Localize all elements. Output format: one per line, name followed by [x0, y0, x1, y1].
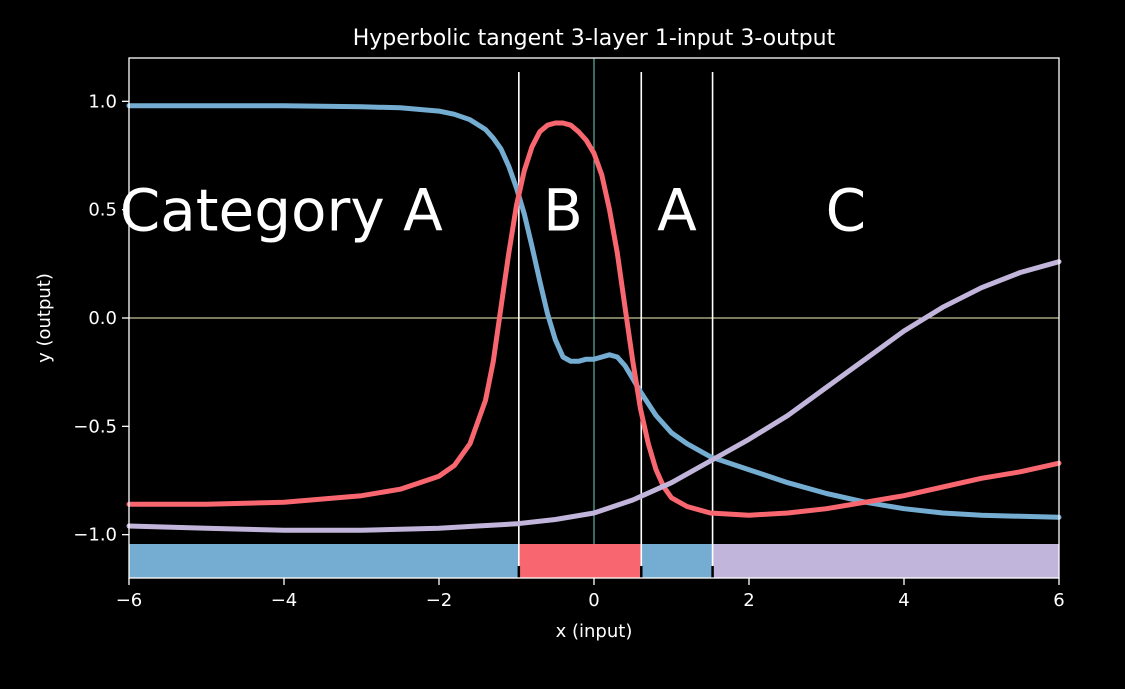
- region-strip-1: [518, 544, 642, 578]
- region-label-3: C: [826, 177, 867, 245]
- x-tick-label-1: −4: [271, 590, 298, 611]
- y-tick-label-3: −0.5: [73, 416, 117, 437]
- x-tick-label-4: 2: [743, 590, 754, 611]
- y-tick-label-0: 1.0: [88, 91, 117, 112]
- x-tick-label-5: 4: [898, 590, 909, 611]
- series-line-1: [126, 120, 1062, 518]
- series-line-2: [126, 259, 1062, 533]
- x-tick-label-0: −6: [116, 590, 143, 611]
- region-label-2: A: [657, 177, 697, 245]
- y-tick-label-2: 0.0: [88, 308, 117, 329]
- region-strip-3: [712, 544, 1059, 578]
- x-tick-label-2: −2: [426, 590, 453, 611]
- axis-ticks: −6 −4 −2 0 2 4 6 1.0 0.5 0.0 −0.5 −1.0: [73, 91, 1064, 611]
- y-tick-label-4: −1.0: [73, 525, 117, 546]
- series-line-0: [126, 103, 1062, 520]
- x-axis-label: x (input): [556, 621, 633, 642]
- region-label-0: Category A: [120, 177, 443, 245]
- region-strip-2: [641, 544, 713, 578]
- region-label-1: B: [543, 177, 583, 245]
- plot-area: Category A B A C: [120, 58, 1062, 578]
- region-strip-0: [129, 544, 519, 578]
- x-tick-label-3: 0: [588, 590, 599, 611]
- y-tick-label-1: 0.5: [88, 200, 117, 221]
- chart-title: Hyperbolic tangent 3-layer 1-input 3-out…: [353, 26, 836, 51]
- y-axis-label: y (output): [34, 273, 55, 363]
- x-tick-label-6: 6: [1053, 590, 1064, 611]
